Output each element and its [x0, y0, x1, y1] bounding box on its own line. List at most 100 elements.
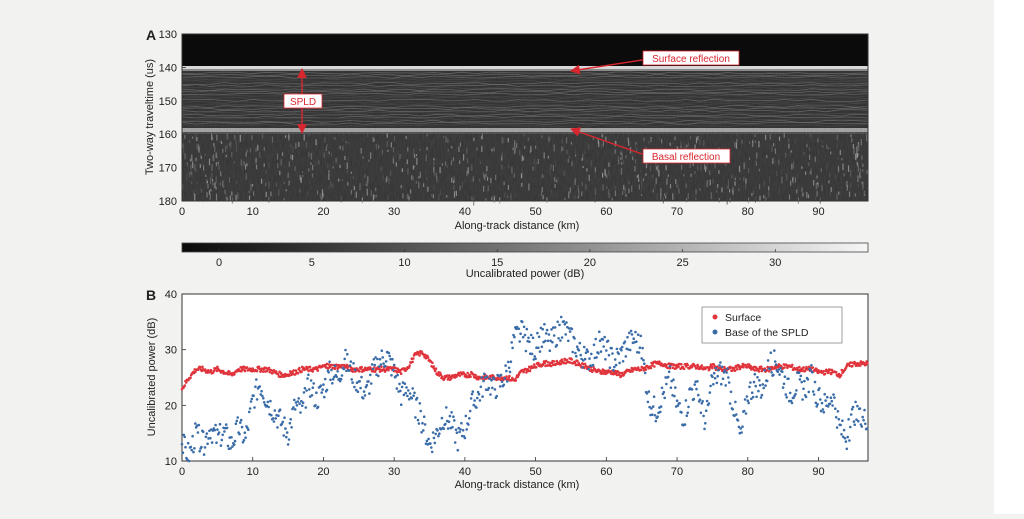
speckle-mark	[837, 165, 840, 170]
speckle-mark	[817, 138, 819, 143]
base-point	[553, 326, 557, 329]
colorbar-tick-label: 25	[676, 257, 688, 269]
base-point	[861, 415, 864, 419]
surface-point	[411, 360, 414, 364]
base-point	[398, 382, 401, 386]
speckle-mark	[370, 190, 372, 197]
speckle-mark	[263, 179, 265, 183]
speckle-mark	[367, 176, 369, 183]
base-point	[567, 339, 570, 343]
panel-b-ylabel: Uncalibrated power (dB)	[146, 318, 158, 437]
surface-point	[631, 370, 634, 373]
base-point	[439, 427, 443, 431]
base-point	[319, 384, 323, 388]
base-point	[282, 434, 286, 437]
speckle-mark	[680, 140, 682, 147]
surface-point	[345, 363, 349, 367]
base-point	[187, 459, 191, 463]
speckle-mark	[271, 136, 274, 143]
speckle-mark	[224, 189, 226, 194]
speckle-mark	[206, 192, 208, 198]
base-point	[565, 321, 568, 324]
base-point	[436, 429, 439, 432]
base-point	[235, 419, 239, 423]
speckle-mark	[211, 178, 214, 182]
speckle-mark	[453, 185, 455, 190]
base-point	[491, 386, 494, 390]
panel-a-ytick-label: 130	[159, 29, 177, 41]
base-point	[273, 409, 277, 412]
base-point	[402, 393, 406, 397]
speckle-mark	[788, 143, 790, 149]
base-point	[847, 418, 850, 421]
base-point	[518, 340, 521, 343]
base-point	[399, 403, 403, 407]
speckle-mark	[452, 157, 454, 162]
base-point	[592, 343, 596, 347]
base-point	[724, 384, 727, 387]
speckle-mark	[566, 149, 568, 155]
speckle-mark	[261, 178, 263, 184]
speckle-mark	[416, 158, 418, 165]
base-point	[781, 370, 784, 374]
base-point	[365, 383, 369, 387]
speckle-mark	[862, 169, 864, 172]
base-point	[547, 333, 551, 336]
speckle-mark	[815, 182, 817, 190]
base-point	[196, 431, 200, 434]
base-point	[714, 366, 718, 370]
speckle-mark	[398, 163, 400, 166]
base-point	[835, 426, 839, 429]
surface-point	[245, 366, 249, 369]
speckle-mark	[465, 179, 467, 184]
surface-point	[466, 371, 470, 375]
speckle-mark	[235, 180, 238, 184]
panel-a-xtick-label: 0	[179, 206, 185, 218]
surface-point	[649, 366, 653, 370]
speckle-mark	[184, 134, 186, 139]
surface-point	[267, 366, 271, 370]
speckle-mark	[255, 147, 257, 152]
surface-point	[351, 370, 355, 373]
base-point	[779, 366, 782, 370]
base-point	[804, 395, 808, 399]
speckle-mark	[267, 154, 269, 161]
base-point	[332, 375, 336, 379]
speckle-mark	[330, 153, 332, 157]
surface-point	[757, 367, 760, 371]
base-point	[580, 357, 583, 361]
base-point	[363, 394, 367, 397]
speckle-mark	[365, 183, 367, 186]
base-point	[541, 327, 544, 331]
base-point	[585, 348, 589, 351]
base-point	[239, 421, 242, 424]
surface-point	[866, 361, 869, 365]
surface-point	[653, 365, 656, 368]
speckle-mark	[643, 137, 645, 142]
surface-point	[496, 377, 500, 381]
base-point	[312, 382, 316, 385]
speckle-mark	[308, 133, 310, 137]
surface-point	[815, 367, 818, 371]
base-point	[335, 375, 339, 379]
speckle-mark	[672, 141, 674, 144]
speckle-mark	[300, 177, 302, 183]
base-point	[762, 386, 765, 390]
base-point	[785, 396, 788, 399]
speckle-mark	[563, 170, 565, 176]
speckle-mark	[436, 176, 438, 183]
speckle-mark	[841, 137, 843, 143]
surface-point	[677, 365, 680, 369]
spld-layer-line	[181, 90, 869, 94]
speckle-mark	[848, 165, 850, 172]
legend-surface-marker	[712, 314, 718, 320]
speckle-mark	[459, 185, 461, 191]
base-point	[594, 337, 597, 341]
speckle-mark	[505, 191, 507, 195]
speckle-mark	[556, 179, 558, 183]
base-point	[479, 385, 483, 389]
speckle-mark	[189, 174, 191, 178]
base-point	[559, 339, 562, 342]
speckle-mark	[675, 179, 677, 185]
speckle-mark	[758, 168, 760, 172]
